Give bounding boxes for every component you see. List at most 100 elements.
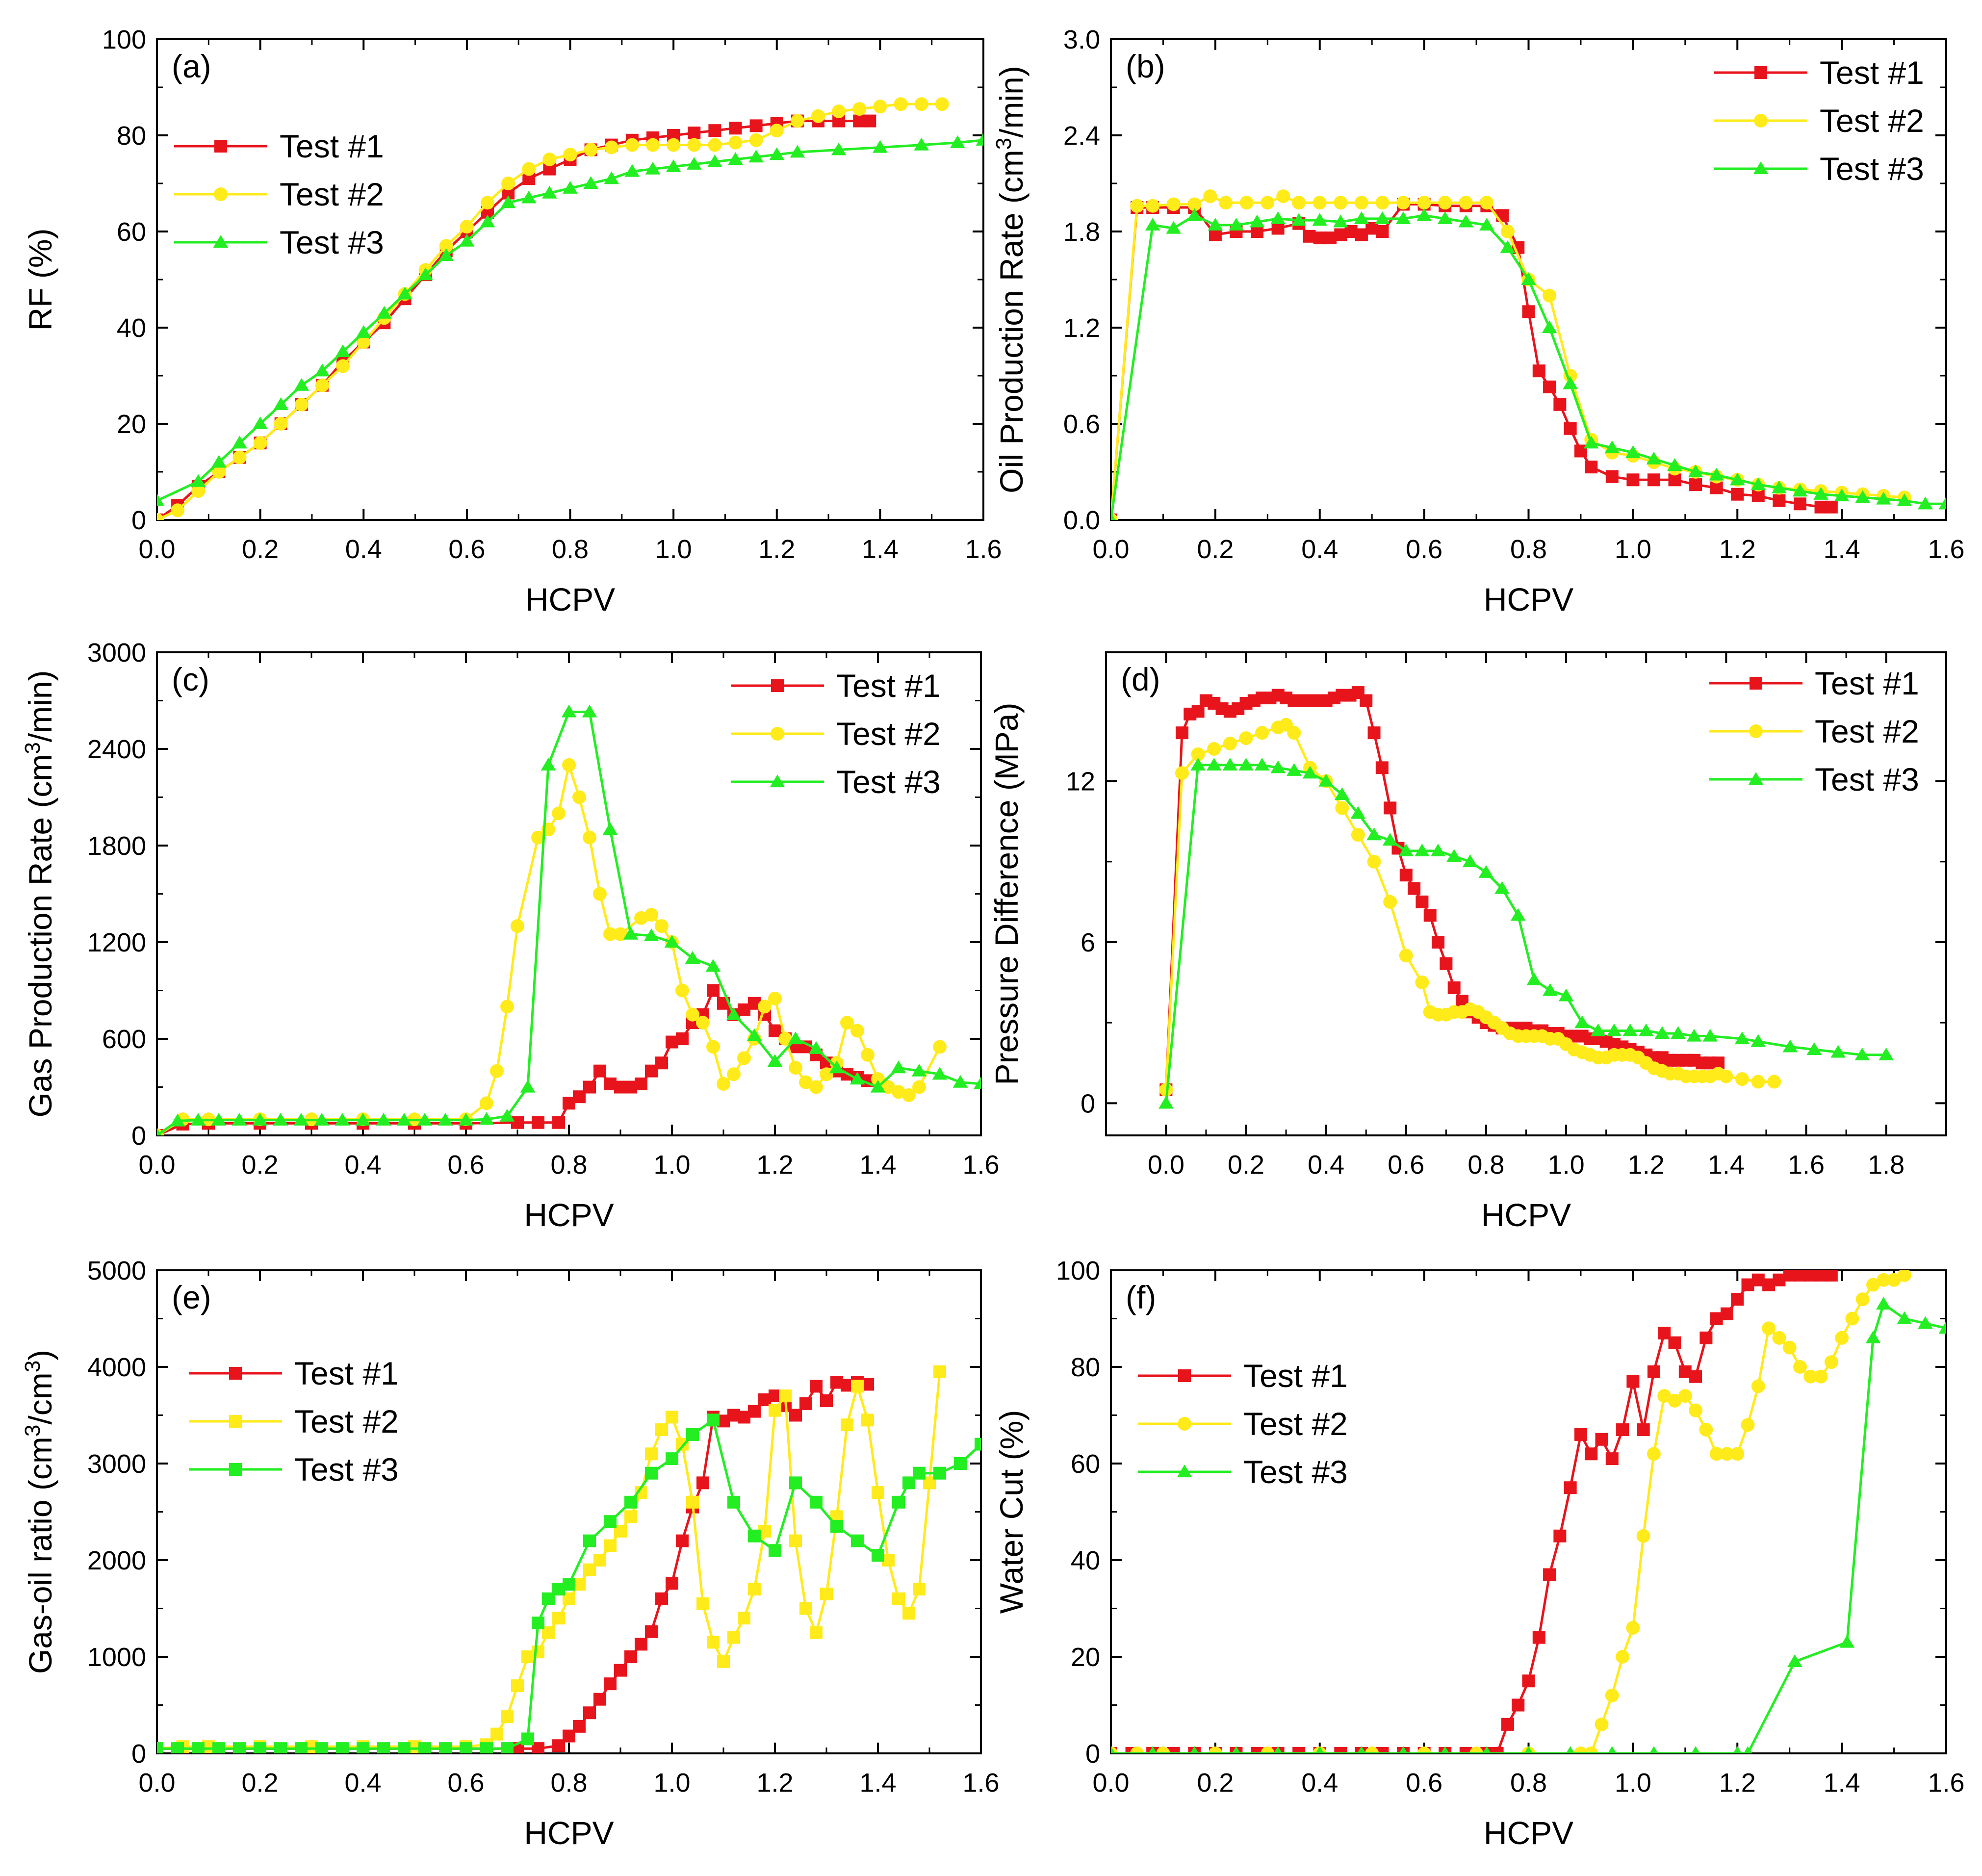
- data-point: [634, 911, 648, 925]
- data-point: [295, 1742, 308, 1753]
- data-point: [790, 145, 805, 158]
- data-point: [1709, 467, 1724, 481]
- x-axis-title: HCPV: [1484, 1815, 1573, 1851]
- data-point: [873, 140, 888, 153]
- x-tick-label: 0.4: [1301, 1768, 1338, 1798]
- data-point: [157, 493, 165, 506]
- y-tick-label: 3000: [87, 1449, 146, 1479]
- data-point: [1532, 1631, 1545, 1644]
- data-point: [1510, 908, 1526, 921]
- data-point: [1741, 1418, 1755, 1432]
- x-tick-label: 1.2: [756, 1150, 793, 1180]
- data-point: [1318, 773, 1334, 787]
- legend-label: Test #3: [836, 764, 941, 800]
- data-point: [511, 1116, 524, 1129]
- data-point: [1367, 854, 1381, 869]
- x-tick-label: 1.0: [653, 1150, 690, 1180]
- data-point: [583, 830, 596, 845]
- data-point: [666, 1411, 678, 1424]
- data-point: [914, 137, 929, 151]
- data-point: [479, 1112, 494, 1125]
- data-point: [810, 1626, 823, 1639]
- data-point: [644, 928, 659, 941]
- data-point: [294, 397, 309, 411]
- data-point: [542, 153, 557, 166]
- data-point: [583, 1080, 596, 1094]
- data-point: [1354, 211, 1369, 224]
- data-point: [1876, 1297, 1891, 1310]
- panel-d: 0.0 0.2 0.4 0.6 0.8 1.0 1.2 1.4 1.6 1.8 0 6 12 HCPV Pr…: [988, 651, 1947, 1233]
- x-tick-label: 1.2: [756, 1768, 793, 1798]
- data-point: [912, 1080, 926, 1094]
- data-point: [1416, 208, 1432, 221]
- data-point: [1647, 1447, 1661, 1461]
- legend-label: Test #2: [280, 176, 384, 212]
- data-point: [314, 1112, 330, 1126]
- data-point: [254, 1742, 266, 1753]
- x-tick-label: 0.6: [1406, 1768, 1442, 1798]
- data-point: [1376, 1747, 1389, 1753]
- data-point: [645, 1447, 658, 1461]
- data-point: [480, 214, 495, 228]
- data-point: [458, 1112, 474, 1126]
- data-point: [675, 983, 689, 998]
- x-tick-label: 0.0: [1092, 535, 1129, 564]
- data-point: [902, 1607, 915, 1620]
- data-point: [1585, 461, 1598, 474]
- data-point: [520, 1079, 536, 1093]
- data-point: [850, 1024, 864, 1038]
- data-point: [1187, 197, 1202, 211]
- data-point: [542, 185, 557, 199]
- data-point: [315, 378, 329, 392]
- data-point: [1273, 1746, 1283, 1753]
- panel-label: (f): [1126, 1279, 1156, 1315]
- series-line: [1111, 1303, 1946, 1753]
- y-tick-label: 0: [1081, 1089, 1095, 1118]
- data-point: [1750, 477, 1766, 490]
- y-tick-label: 20: [1071, 1643, 1100, 1672]
- data-point: [1480, 196, 1494, 210]
- data-point: [1637, 1423, 1650, 1437]
- data-point: [933, 1365, 946, 1378]
- data-point: [1156, 1747, 1170, 1753]
- legend-item-test3: Test #3: [174, 224, 384, 260]
- data-point: [335, 344, 351, 358]
- data-point: [521, 190, 537, 204]
- data-point: [769, 147, 785, 160]
- data-point: [789, 1534, 802, 1547]
- data-point: [584, 143, 598, 157]
- data-point: [789, 1409, 802, 1422]
- y-axis-title-part: ): [22, 1350, 58, 1361]
- data-point: [707, 1636, 720, 1649]
- x-tick-label: 0.6: [1388, 1150, 1424, 1180]
- data-point: [973, 1077, 981, 1090]
- x-axis-title: HCPV: [1484, 581, 1573, 617]
- legend-label: Test #2: [1820, 103, 1924, 139]
- y-tick-label: 1200: [87, 928, 146, 957]
- data-point: [1605, 1688, 1619, 1702]
- data-point: [1865, 1331, 1881, 1344]
- x-tick-label: 1.4: [1708, 1150, 1745, 1180]
- x-tick-label: 1.8: [1868, 1150, 1905, 1180]
- data-point: [811, 109, 825, 123]
- data-point: [1526, 972, 1542, 985]
- data-point: [273, 1112, 288, 1126]
- data-point: [490, 1727, 503, 1741]
- legend-marker: [1753, 161, 1769, 175]
- data-point: [1699, 1423, 1713, 1437]
- y-tick-label: 2000: [87, 1546, 146, 1575]
- x-tick-label: 0.6: [447, 1768, 484, 1798]
- legend-marker: [1754, 114, 1768, 128]
- data-point: [1500, 240, 1516, 253]
- data-point: [1512, 1698, 1525, 1712]
- data-point: [398, 1742, 411, 1753]
- x-tick-label: 1.6: [962, 1150, 999, 1180]
- y-tick-label: 80: [1071, 1353, 1100, 1382]
- data-point: [1249, 214, 1265, 228]
- y-axis-title-superscript: 3: [21, 1361, 45, 1372]
- data-point: [1191, 705, 1205, 718]
- data-point: [1500, 225, 1515, 238]
- x-tick-label: 0.6: [448, 535, 485, 564]
- x-tick-label: 0.2: [1197, 535, 1234, 564]
